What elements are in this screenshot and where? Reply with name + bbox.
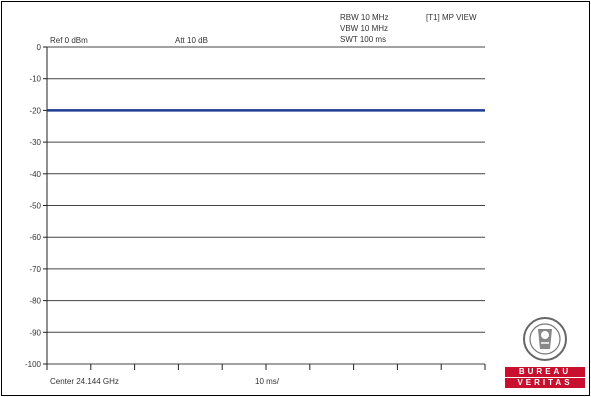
ref-level-label: Ref 0 dBm <box>50 36 88 45</box>
y-tick-label: -80 <box>29 297 41 306</box>
y-tick-label: -90 <box>29 328 41 337</box>
center-frequency-label: Center 24.144 GHz <box>50 377 119 386</box>
rbw-label: RBW 10 MHz <box>340 13 389 22</box>
brand-top-label: BUREAU <box>505 367 585 377</box>
y-tick-label: -30 <box>29 138 41 147</box>
attenuation-label: Att 10 dB <box>175 36 208 45</box>
y-tick-label: -40 <box>29 170 41 179</box>
y-tick-label: -60 <box>29 233 41 242</box>
y-tick-label: -100 <box>25 360 42 369</box>
y-tick-label: -10 <box>29 75 41 84</box>
bureau-veritas-seal-icon <box>523 317 567 361</box>
vbw-label: VBW 10 MHz <box>340 24 389 33</box>
y-tick-label: 0 <box>37 43 42 52</box>
swt-label: SWT 100 ms <box>340 35 387 44</box>
y-tick-label: -70 <box>29 265 41 274</box>
brand-bottom-label: VERITAS <box>505 378 585 388</box>
y-tick-label: -50 <box>29 202 41 211</box>
sweep-division-label: 10 ms/ <box>255 377 280 386</box>
y-tick-label: -20 <box>29 106 41 115</box>
trace-mode-label: [T1] MP VIEW <box>426 13 477 22</box>
